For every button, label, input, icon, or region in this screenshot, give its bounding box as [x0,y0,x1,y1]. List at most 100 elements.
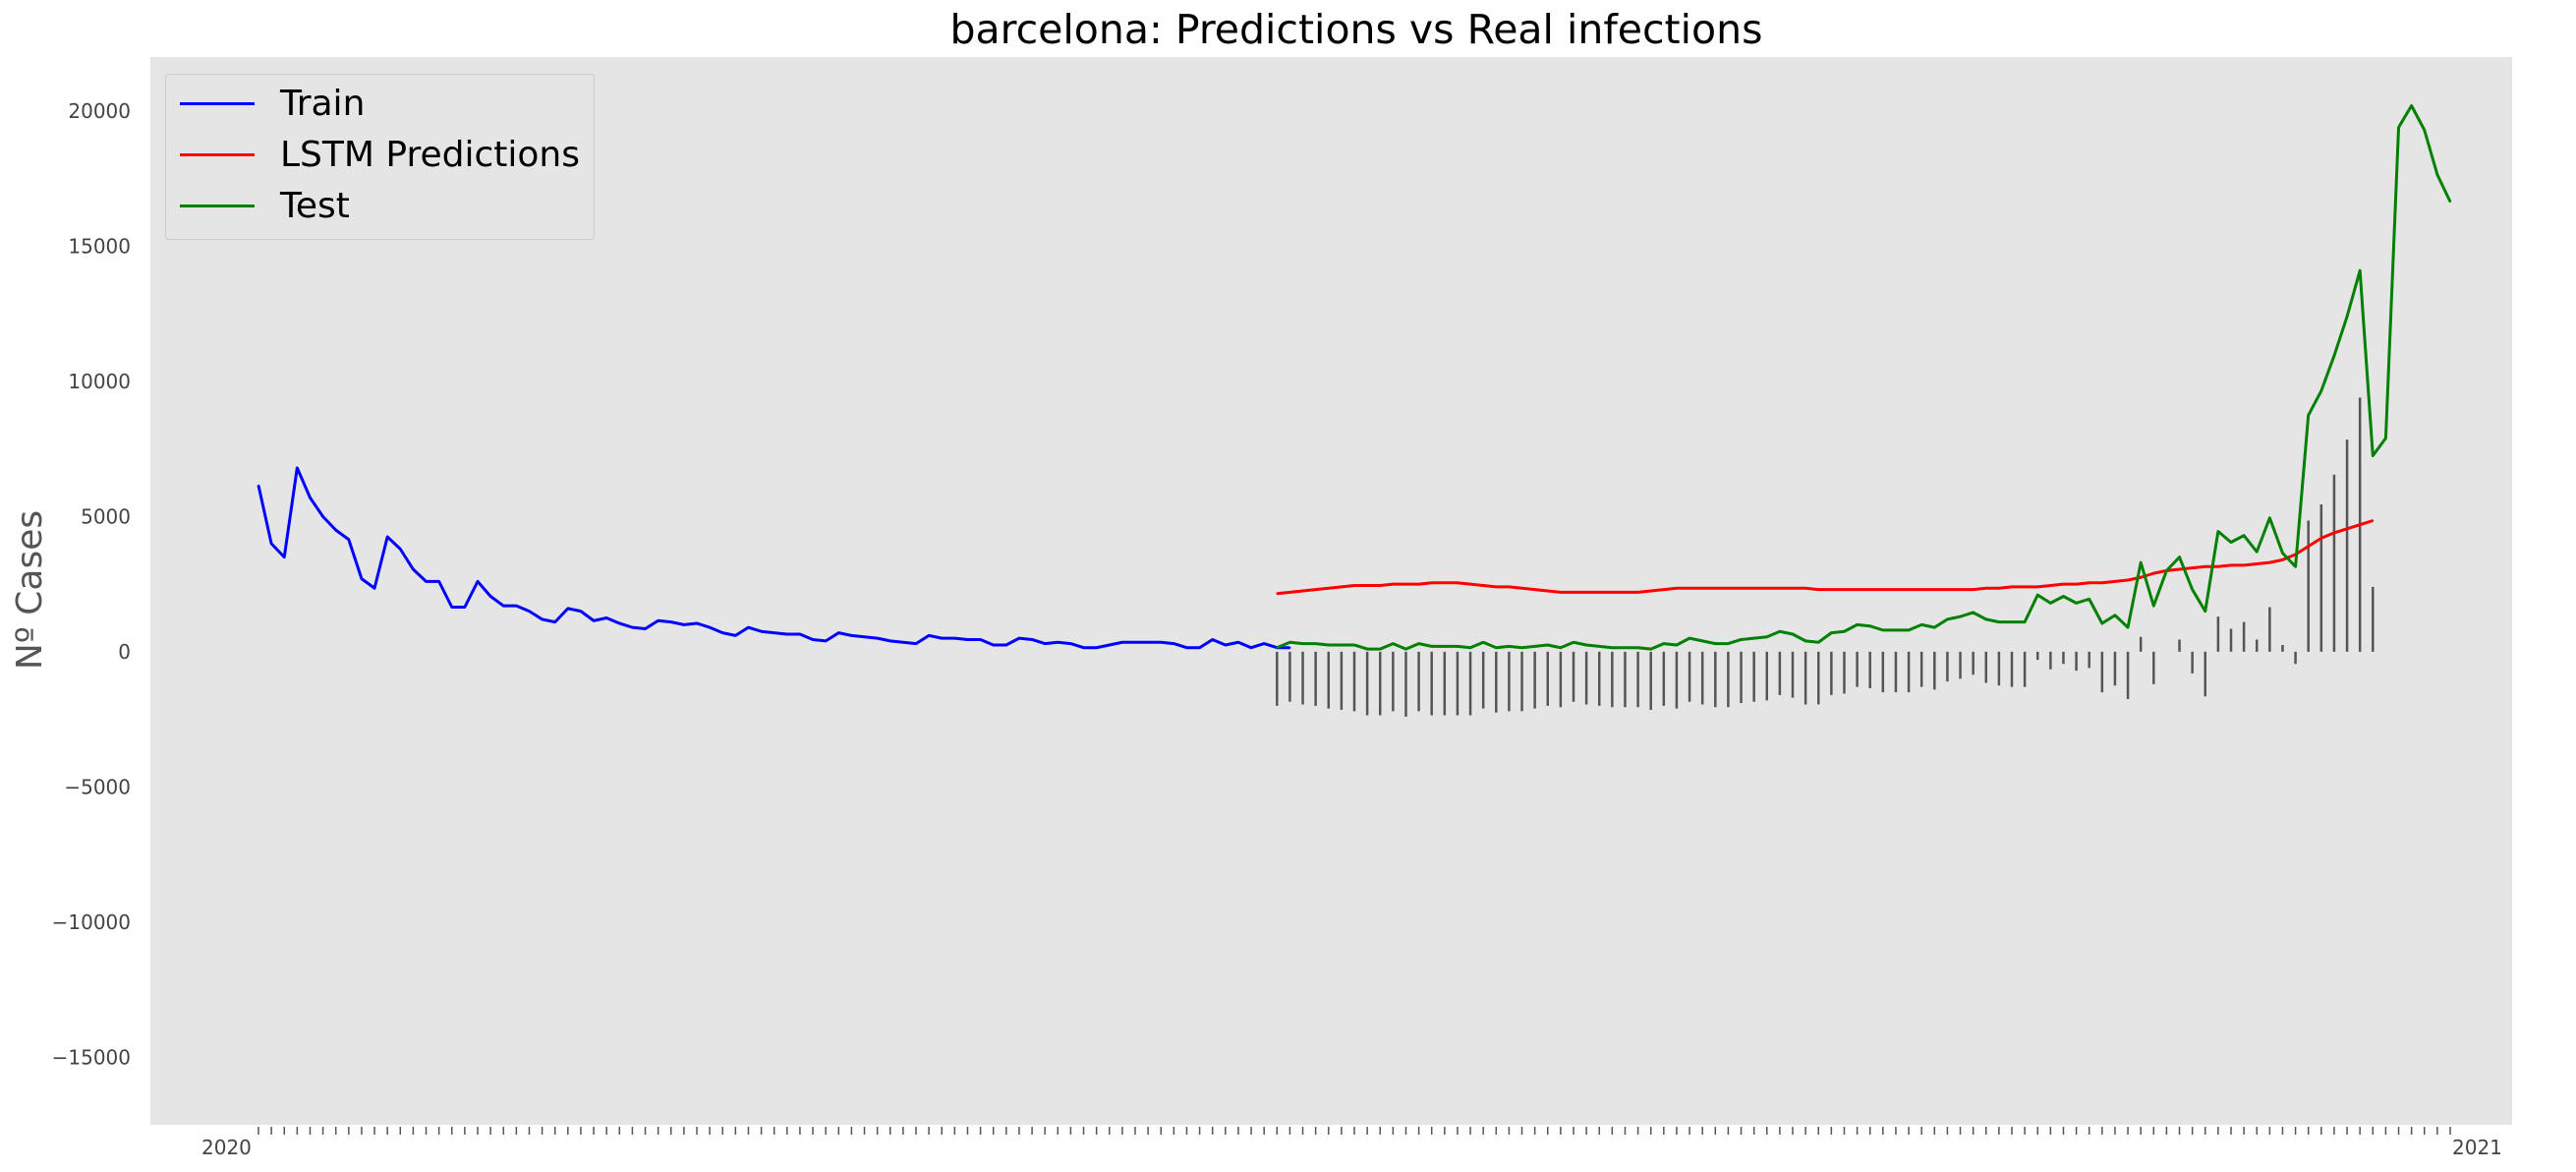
data-point-train [657,619,659,622]
data-point-test [2088,598,2090,601]
data-point-test [1881,628,1884,631]
data-point-train [399,548,402,551]
data-point-lstm-predictions [1366,584,1369,587]
data-point-lstm-predictions [1624,591,1627,594]
legend: Train LSTM Predictions Test [165,74,595,240]
data-point-test [2294,565,2297,568]
legend-label-lstm-predictions: LSTM Predictions [280,134,580,175]
legend-label-train: Train [280,83,366,124]
data-point-train [721,631,724,634]
data-point-test [2075,602,2078,605]
data-point-test [2024,620,2027,623]
data-point-train [966,638,969,641]
data-point-test [2152,605,2155,608]
data-point-lstm-predictions [2372,519,2375,522]
data-point-train [347,538,350,541]
data-point-lstm-predictions [1946,588,1949,591]
data-point-train [773,631,775,634]
data-point-test [2397,126,2400,129]
data-point-test [1573,641,1574,644]
data-point-lstm-predictions [2281,558,2284,561]
y-tick-label: 0 [118,640,131,664]
data-point-train [373,587,376,590]
data-point-test [1456,645,1459,648]
data-point-lstm-predictions [1959,588,1962,591]
data-point-train [1108,643,1111,646]
data-point-test [1495,646,1498,649]
legend-swatch-train [180,101,255,105]
data-point-lstm-predictions [1856,588,1859,591]
data-point-train [928,634,931,637]
data-point-lstm-predictions [1792,587,1794,590]
data-point-test [1662,642,1665,645]
data-point-test [2100,621,2103,624]
data-point-train [785,632,788,635]
data-point-lstm-predictions [1469,583,1472,586]
data-point-lstm-predictions [2011,585,2013,588]
data-point-lstm-predictions [2036,585,2039,588]
data-point-test [1520,646,1523,649]
data-point-train [825,639,828,642]
data-point-train [863,635,866,638]
data-point-test [2449,201,2451,204]
data-point-test [1366,648,1369,651]
data-point-train [412,568,415,571]
data-point-train [528,610,531,613]
data-point-test [1508,645,1511,648]
data-point-lstm-predictions [1559,591,1562,594]
data-point-train [579,610,582,613]
data-point-lstm-predictions [1649,590,1652,592]
data-point-lstm-predictions [2024,585,2027,588]
data-point-test [2256,551,2259,554]
data-point-lstm-predictions [2359,523,2362,526]
data-point-test [2410,104,2413,107]
data-point-lstm-predictions [2191,566,2194,569]
data-point-test [2204,610,2206,613]
data-point-train [850,634,853,637]
y-axis-ticks: −15000 −10000 −5000 0 5000 10000 15000 20000 [52,99,131,1069]
data-point-train [477,580,479,583]
data-point-lstm-predictions [1830,588,1833,591]
data-point-train [1120,641,1123,644]
data-point-lstm-predictions [1533,588,1536,591]
data-point-train [888,639,891,642]
data-point-train [709,626,712,629]
data-point-lstm-predictions [2140,576,2143,579]
data-point-train [1134,641,1136,644]
data-point-test [1778,630,1781,633]
data-point-test [1868,624,1871,627]
data-point-lstm-predictions [2243,563,2246,566]
data-point-test [2359,269,2362,272]
data-point-train [270,542,273,545]
data-point-lstm-predictions [2216,565,2219,568]
data-point-lstm-predictions [2062,583,2065,586]
error-bars [1276,397,2375,717]
data-point-lstm-predictions [1804,587,1807,590]
data-point-lstm-predictions [1430,581,1433,584]
data-point-test [1972,611,1975,614]
data-point-test [1817,641,1820,644]
series-line-lstm-predictions [1277,519,2374,596]
data-point-train [1288,646,1291,649]
data-point-test [1417,642,1420,645]
data-point-lstm-predictions [1765,587,1768,590]
data-point-train [1250,646,1253,649]
y-axis-label: Nº Cases [10,510,50,670]
data-point-lstm-predictions [1443,581,1446,584]
data-point-test [1392,642,1395,645]
data-point-lstm-predictions [1727,587,1730,590]
data-point-train [360,577,363,580]
data-point-lstm-predictions [1585,591,1588,594]
data-point-lstm-predictions [1740,587,1743,590]
data-point-test [2281,552,2284,555]
data-point-lstm-predictions [1972,588,1975,591]
data-point-train [901,641,904,644]
data-point-train [760,630,763,633]
data-point-train [979,638,982,641]
y-tick-label: 10000 [68,370,131,393]
data-point-train [566,607,569,610]
data-point-train [992,643,995,646]
data-point-lstm-predictions [1314,588,1317,591]
data-point-test [2036,594,2039,597]
data-point-lstm-predictions [1598,591,1601,594]
